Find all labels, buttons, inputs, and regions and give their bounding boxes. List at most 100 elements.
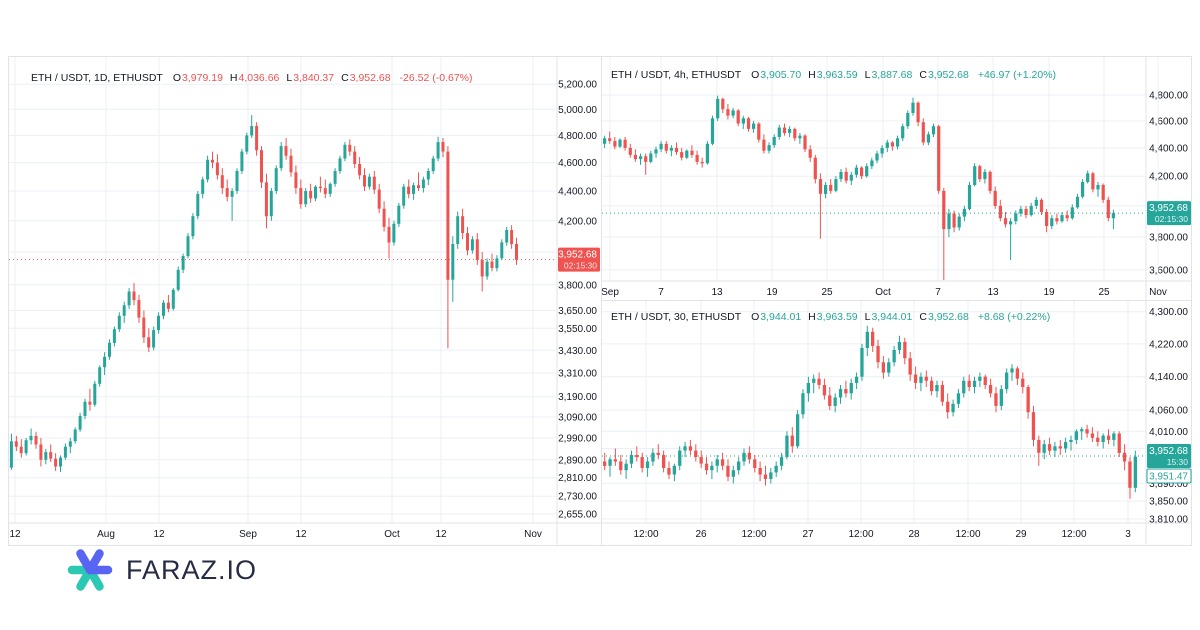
svg-text:Sep: Sep [239, 529, 257, 540]
svg-text:2,655.00: 2,655.00 [558, 510, 597, 521]
ohlc-low-label: L [286, 72, 293, 84]
ohlc-high-value: 4,036.66 [238, 72, 280, 84]
svg-text:3,800.00: 3,800.00 [1149, 233, 1188, 244]
ohlc-high-value: 3,963.59 [816, 311, 858, 323]
ohlc-low-label: L [864, 69, 871, 81]
svg-text:3,952.68: 3,952.68 [558, 250, 597, 261]
ohlc-close-label: C [919, 69, 927, 81]
svg-text:4,220.00: 4,220.00 [1149, 339, 1188, 350]
svg-text:12:00: 12:00 [848, 529, 873, 540]
svg-text:7: 7 [658, 287, 664, 298]
svg-text:Aug: Aug [97, 529, 115, 540]
svg-text:4,200.00: 4,200.00 [558, 216, 597, 227]
svg-text:28: 28 [908, 529, 920, 540]
svg-text:3,600.00: 3,600.00 [1149, 265, 1188, 276]
symbol-label: ETH / USDT, 1D, ETHUSDT [31, 72, 163, 84]
ohlc-low-value: 3,840.37 [293, 72, 335, 84]
chart-panel-1d: 5,200.00 5,000.00 4,800.00 4,600.00 4,400.00… [9, 57, 602, 545]
svg-text:3,810.00: 3,810.00 [1149, 514, 1188, 525]
ohlc-close-value: 3,952.68 [349, 72, 391, 84]
ohlc-high-label: H [808, 311, 816, 323]
ohlc-close-label: C [919, 311, 927, 323]
ohlc-low-value: 3,944.01 [871, 311, 913, 323]
svg-text:3,430.00: 3,430.00 [558, 346, 597, 357]
svg-text:5,000.00: 5,000.00 [558, 105, 597, 116]
svg-text:12: 12 [9, 529, 21, 540]
candlestick-chart-1d[interactable]: 5,200.00 5,000.00 4,800.00 4,600.00 4,400.00… [9, 57, 601, 545]
ohlc-close-label: C [341, 72, 349, 84]
svg-text:2,890.00: 2,890.00 [558, 455, 597, 466]
svg-text:12:00: 12:00 [955, 529, 980, 540]
svg-text:4,600.00: 4,600.00 [558, 158, 597, 169]
svg-text:2,730.00: 2,730.00 [558, 492, 597, 503]
svg-text:3,952.68: 3,952.68 [1149, 203, 1188, 214]
chart-legend-4h: ETH / USDT, 4h, ETHUSDT O3,905.70 H3,963.5… [611, 69, 1056, 81]
chart-legend-30m: ETH / USDT, 30, ETHUSDT O3,944.01 H3,963.5… [611, 311, 1050, 323]
svg-text:4,400.00: 4,400.00 [558, 187, 597, 198]
ohlc-open-value: 3,979.19 [182, 72, 223, 84]
ohlc-open-label: O [172, 72, 182, 84]
svg-text:27: 27 [802, 529, 814, 540]
svg-text:Oct: Oct [384, 529, 400, 540]
svg-text:12: 12 [153, 529, 165, 540]
svg-text:3,952.68: 3,952.68 [1149, 446, 1188, 457]
svg-text:3,850.00: 3,850.00 [1149, 497, 1188, 508]
svg-text:3,951.47: 3,951.47 [1149, 472, 1188, 483]
svg-text:12: 12 [435, 529, 447, 540]
svg-text:4,600.00: 4,600.00 [1149, 116, 1188, 127]
ohlc-high-value: 3,963.59 [816, 69, 858, 81]
svg-text:12:00: 12:00 [1061, 529, 1086, 540]
ohlc-open-value: 3,944.01 [760, 311, 802, 323]
svg-text:02:15:30: 02:15:30 [564, 261, 597, 271]
svg-text:3: 3 [1125, 529, 1131, 540]
svg-text:3,800.00: 3,800.00 [558, 280, 597, 291]
svg-text:13: 13 [711, 287, 723, 298]
ohlc-high-label: H [808, 69, 816, 81]
ohlc-close-value: 3,952.68 [927, 311, 969, 323]
svg-text:Nov: Nov [524, 529, 542, 540]
svg-text:4,800.00: 4,800.00 [1149, 91, 1188, 102]
ohlc-low-value: 3,887.68 [871, 69, 913, 81]
svg-text:3,310.00: 3,310.00 [558, 369, 597, 380]
ohlc-high-label: H [229, 72, 238, 84]
charts-frame: 5,200.00 5,000.00 4,800.00 4,600.00 4,400.00… [8, 56, 1192, 546]
right-column: 4,800.004,600.004,400.004,200.004,000.00… [602, 57, 1192, 545]
svg-text:5,200.00: 5,200.00 [558, 80, 597, 91]
svg-text:7: 7 [935, 287, 941, 298]
svg-text:25: 25 [1098, 287, 1110, 298]
svg-text:29: 29 [1015, 529, 1027, 540]
ohlc-close-value: 3,952.68 [927, 69, 969, 81]
svg-text:Nov: Nov [1149, 287, 1167, 298]
change-label: -26.52 (-0.67%) [399, 72, 473, 84]
ohlc-open-value: 3,905.70 [760, 69, 802, 81]
svg-text:3,550.00: 3,550.00 [558, 324, 597, 335]
svg-text:25: 25 [821, 287, 833, 298]
svg-text:3,190.00: 3,190.00 [558, 392, 597, 403]
logo-text: FARAZ.IO [126, 554, 258, 585]
ohlc-low-label: L [864, 311, 871, 323]
svg-text:4,300.00: 4,300.00 [1149, 307, 1188, 318]
svg-text:12:00: 12:00 [633, 529, 658, 540]
faraz-logo: FARAZ.IO [66, 546, 257, 594]
svg-text:4,400.00: 4,400.00 [1149, 143, 1188, 154]
svg-text:4,060.00: 4,060.00 [1149, 406, 1188, 417]
svg-text:3,650.00: 3,650.00 [558, 306, 597, 317]
candlestick-chart-4h[interactable]: 4,800.004,600.004,400.004,200.004,000.00… [602, 57, 1192, 301]
svg-text:2,810.00: 2,810.00 [558, 473, 597, 484]
symbol-label: ETH / USDT, 30, ETHUSDT [611, 311, 742, 323]
change-label: +46.97 (+1.20%) [977, 69, 1057, 81]
symbol-label: ETH / USDT, 4h, ETHUSDT [611, 69, 742, 81]
svg-text:19: 19 [766, 287, 778, 298]
change-label: +8.68 (+0.22%) [977, 311, 1051, 323]
chart-legend-1d: ETH / USDT, 1D, ETHUSDT O3,979.19 H4,036.6… [31, 72, 473, 84]
svg-text:4,140.00: 4,140.00 [1149, 372, 1188, 383]
svg-text:12:00: 12:00 [741, 529, 766, 540]
chart-panel-4h: 4,800.004,600.004,400.004,200.004,000.00… [602, 57, 1192, 301]
candlestick-chart-30m[interactable]: 4,300.00 4,220.00 4,140.00 4,060.00 4,010.00… [602, 301, 1192, 544]
svg-text:4,200.00: 4,200.00 [1149, 172, 1188, 183]
svg-text:12: 12 [295, 529, 307, 540]
svg-text:15:30: 15:30 [1167, 457, 1189, 467]
svg-text:02:15:30: 02:15:30 [1155, 214, 1188, 224]
svg-text:Sep: Sep [602, 287, 619, 298]
svg-text:2,990.00: 2,990.00 [558, 434, 597, 445]
